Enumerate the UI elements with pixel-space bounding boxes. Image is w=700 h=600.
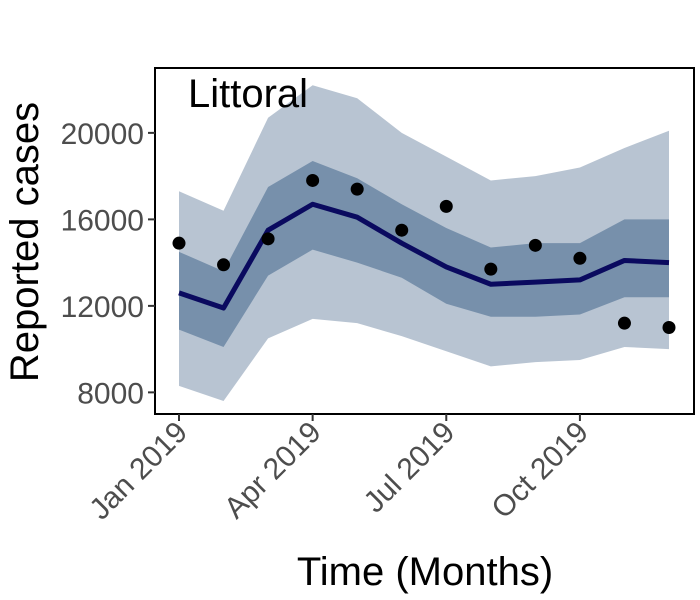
y-tick-label: 20000 <box>61 118 144 151</box>
y-tick-label: 16000 <box>61 204 144 237</box>
observed-point <box>573 251 587 265</box>
x-tick-label: Jan 2019 <box>83 416 194 527</box>
observed-point <box>439 199 453 213</box>
prediction-bands <box>179 85 669 402</box>
observed-point <box>484 262 498 276</box>
median-line <box>178 201 670 311</box>
y-tick-label: 12000 <box>61 291 144 324</box>
median-line-group <box>178 201 670 311</box>
x-tick-label: Jul 2019 <box>358 416 462 520</box>
observed-point <box>617 316 631 330</box>
y-axis-title: Reported cases <box>3 102 47 382</box>
y-tick-label: 8000 <box>77 377 144 410</box>
plot-frame <box>154 67 695 415</box>
observed-point <box>350 182 364 196</box>
x-axis: Jan 2019 Apr 2019 Jul 2019 Oct 2019 <box>83 414 595 526</box>
x-tick-label: Oct 2019 <box>485 416 594 525</box>
observed-point <box>261 232 275 246</box>
observed-points <box>172 173 676 334</box>
observed-point <box>395 223 409 237</box>
observed-point <box>306 173 320 187</box>
observed-point <box>217 258 231 272</box>
panel-label: Littoral <box>188 72 308 116</box>
y-axis: 8000 12000 16000 20000 <box>61 118 155 410</box>
x-axis-title: Time (Months) <box>297 550 553 594</box>
observed-point <box>662 321 676 334</box>
x-tick-label: Apr 2019 <box>218 416 327 525</box>
observed-point <box>528 238 542 252</box>
observed-point <box>172 236 186 250</box>
